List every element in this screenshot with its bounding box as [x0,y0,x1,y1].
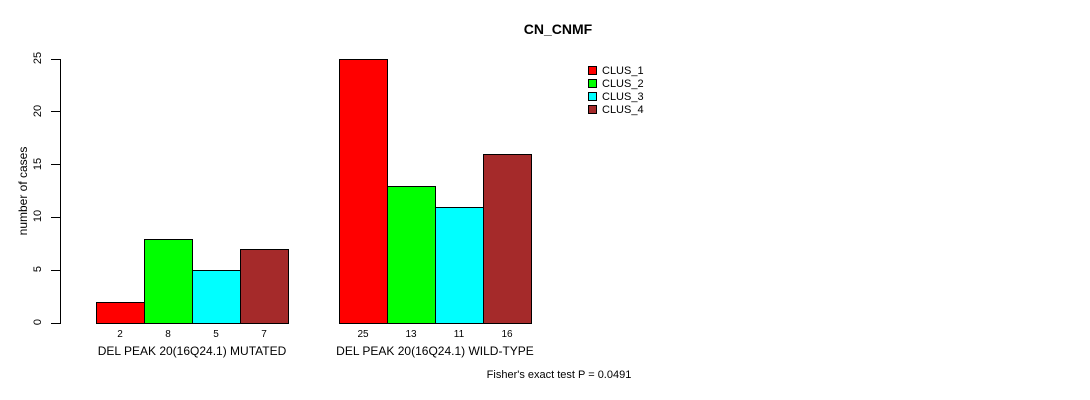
legend-label: CLUS_3 [602,90,644,103]
bar-value-label: 7 [261,329,267,340]
group-label: DEL PEAK 20(16Q24.1) MUTATED [97,344,287,358]
legend-label: CLUS_1 [602,64,644,77]
bar-clus_1 [339,59,388,324]
legend-entry: CLUS_3 [588,90,644,103]
bar-value-label: 13 [405,329,417,340]
bar-clus_2 [144,238,193,324]
legend-swatch-icon [588,79,597,88]
y-tick [51,164,60,166]
y-tick-label: 0 [32,318,44,326]
legend-entry: CLUS_4 [588,103,644,116]
bar-value-label: 25 [357,329,369,340]
y-tick-label: 20 [32,104,44,117]
y-tick [51,216,60,218]
bar-clus_4 [483,154,532,324]
group-label: DEL PEAK 20(16Q24.1) WILD-TYPE [336,344,534,358]
bar-value-label: 16 [501,329,513,340]
y-axis-label: number of cases [16,146,30,236]
y-tick-label: 5 [32,266,44,273]
bar-value-label: 5 [213,329,219,340]
bar-value-label: 8 [165,329,171,340]
y-tick [51,322,60,324]
y-tick [51,58,60,60]
legend-swatch-icon [588,92,597,101]
chart-title: CN_CNMF [523,21,593,37]
legend-label: CLUS_4 [602,103,644,116]
y-tick-label: 10 [32,210,44,223]
y-axis-line [60,59,61,324]
annotation-fisher-test: Fisher's exact test P = 0.0491 [486,369,632,381]
y-tick [51,111,60,113]
legend-label: CLUS_2 [602,77,644,90]
legend-swatch-icon [588,105,597,114]
bar-clus_1 [96,301,145,324]
bar-clus_4 [240,249,289,324]
legend: CLUS_1 CLUS_2 CLUS_3 CLUS_4 [588,64,644,116]
legend-entry: CLUS_1 [588,64,644,77]
bar-clus_3 [192,270,241,324]
y-tick [51,269,60,271]
bar-clus_3 [435,206,484,324]
bar-clus_2 [387,185,436,324]
bar-value-label: 2 [117,329,123,340]
bar-value-label: 11 [453,329,465,340]
legend-entry: CLUS_2 [588,77,644,90]
y-tick-label: 15 [32,157,44,170]
legend-swatch-icon [588,66,597,75]
y-tick-label: 25 [32,51,44,65]
